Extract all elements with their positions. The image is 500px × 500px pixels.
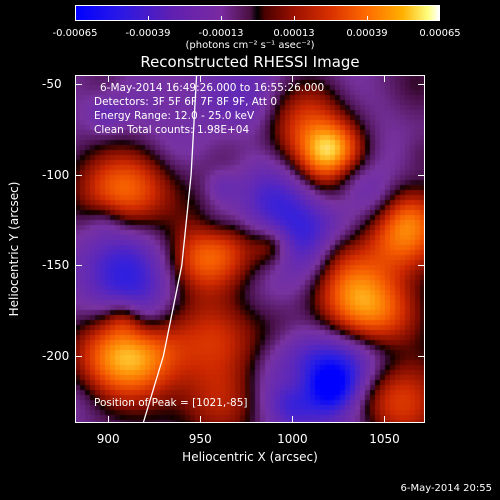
colorbar-tick-label: -0.00013 bbox=[198, 28, 244, 39]
colorbar-tick-mark bbox=[75, 16, 76, 21]
y-tick-mark bbox=[418, 265, 425, 267]
x-tick-mark bbox=[384, 75, 386, 82]
y-tick-mark bbox=[418, 355, 425, 357]
x-tick-mark bbox=[108, 75, 110, 82]
solar-limb-line bbox=[142, 75, 198, 423]
y-tick-label: -150 bbox=[42, 258, 70, 273]
x-tick-mark bbox=[384, 416, 386, 423]
y-tick-mark bbox=[75, 174, 82, 176]
x-tick-label: 1000 bbox=[277, 432, 308, 446]
x-tick-mark bbox=[292, 75, 294, 82]
x-tick-label: 900 bbox=[96, 432, 120, 446]
colorbar-tick-label: 0.00065 bbox=[419, 28, 461, 39]
colorbar-unit: (photons cm⁻² s⁻¹ asec⁻²) bbox=[185, 40, 315, 51]
colorbar-tick-mark bbox=[439, 16, 440, 21]
colorbar-tick-label: -0.00039 bbox=[125, 28, 171, 39]
x-tick-mark bbox=[292, 416, 294, 423]
y-tick-mark bbox=[75, 265, 82, 267]
chart-title: Reconstructed RHESSI Image bbox=[140, 53, 360, 71]
info-peak-position: Position of Peak = [1021,-85] bbox=[94, 397, 248, 409]
colorbar-tick-mark bbox=[294, 16, 295, 21]
x-tick-label: 950 bbox=[188, 432, 212, 446]
colorbar bbox=[75, 5, 440, 21]
info-clean-counts: Clean Total counts: 1.98E+04 bbox=[94, 124, 250, 136]
colorbar-tick-label: -0.00065 bbox=[52, 28, 98, 39]
colorbar-gradient bbox=[75, 5, 440, 21]
colorbar-tick-label: 0.00013 bbox=[273, 28, 315, 39]
x-tick-label: 1050 bbox=[369, 432, 400, 446]
colorbar-tick-mark bbox=[148, 16, 149, 21]
colorbar-tick-mark bbox=[367, 16, 368, 21]
info-energy: Energy Range: 12.0 - 25.0 keV bbox=[94, 110, 255, 122]
info-detectors: Detectors: 3F 5F 6F 7F 8F 9F, Att 0 bbox=[94, 96, 278, 108]
heatmap-image bbox=[75, 75, 425, 423]
info-time-range: 6-May-2014 16:49:26.000 to 16:55:26.000 bbox=[100, 82, 325, 94]
y-tick-mark bbox=[418, 84, 425, 86]
y-tick-label: -50 bbox=[42, 77, 62, 92]
colorbar-tick-mark bbox=[221, 16, 222, 21]
plot-timestamp: 6-May-2014 20:55 bbox=[400, 483, 492, 494]
y-axis-label: Heliocentric Y (arcsec) bbox=[7, 181, 21, 317]
y-tick-label: -100 bbox=[42, 167, 70, 182]
x-axis-label: Heliocentric X (arcsec) bbox=[182, 450, 318, 464]
x-tick-mark bbox=[108, 416, 110, 423]
y-tick-mark bbox=[418, 174, 425, 176]
plot-area bbox=[75, 75, 425, 423]
y-tick-mark bbox=[75, 84, 82, 86]
x-tick-mark bbox=[200, 416, 202, 423]
x-tick-mark bbox=[200, 75, 202, 82]
y-tick-label: -200 bbox=[42, 348, 70, 363]
plot-overlay bbox=[142, 75, 198, 423]
y-tick-mark bbox=[75, 355, 82, 357]
colorbar-tick-label: 0.00039 bbox=[346, 28, 388, 39]
